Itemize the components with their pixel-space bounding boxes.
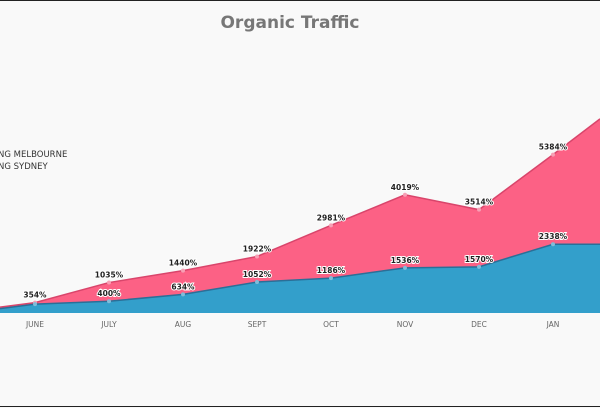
legend-item-melbourne[interactable]: NG MELBOURNE [0,150,68,160]
area-0 [0,118,600,313]
data-label: 1922% [243,244,272,253]
data-point [477,207,481,212]
data-label: 5384% [539,143,568,152]
data-point [181,268,185,273]
x-tick-label: JULY [100,320,117,329]
data-label: 3514% [465,198,494,207]
legend-item-sydney[interactable]: NG SYDNEY [0,162,48,172]
data-point [403,192,407,197]
data-label: 1186% [317,266,346,275]
chart-title: Organic Traffic [220,13,360,33]
data-point [181,292,185,297]
area-1 [0,244,600,313]
x-tick-label: SEPT [248,320,267,329]
data-point [551,152,555,157]
x-tick-label: DEC [471,320,487,329]
data-point [403,265,407,270]
data-point [255,254,259,259]
x-tick-label: JUNE [25,320,44,329]
data-label: 1035% [95,271,124,280]
data-point [107,299,111,304]
data-point [551,242,555,247]
x-tick-label: AUG [175,320,192,329]
data-label: 354% [23,291,47,300]
x-tick-label: JAN [546,320,560,329]
x-tick-label: OCT [323,320,339,329]
legend: NG MELBOURNE NG SYDNEY [0,149,67,173]
data-point [255,280,259,285]
series-line-1 [0,243,600,310]
data-label: 1570% [465,255,494,264]
data-point [477,264,481,269]
data-label: 2981% [317,213,346,222]
series-line-0 [0,118,600,308]
data-label: 1440% [169,259,198,268]
data-label: 400% [97,289,121,298]
data-point [329,276,333,281]
data-point [33,302,37,307]
data-label: 1536% [391,256,420,265]
data-point [329,223,333,228]
x-tick-label: NOV [397,320,414,329]
data-label: 634% [171,282,195,291]
data-label: 2338% [539,232,568,241]
data-label: 4019% [391,183,420,192]
data-point [107,280,111,285]
data-label: 1052% [243,270,272,279]
